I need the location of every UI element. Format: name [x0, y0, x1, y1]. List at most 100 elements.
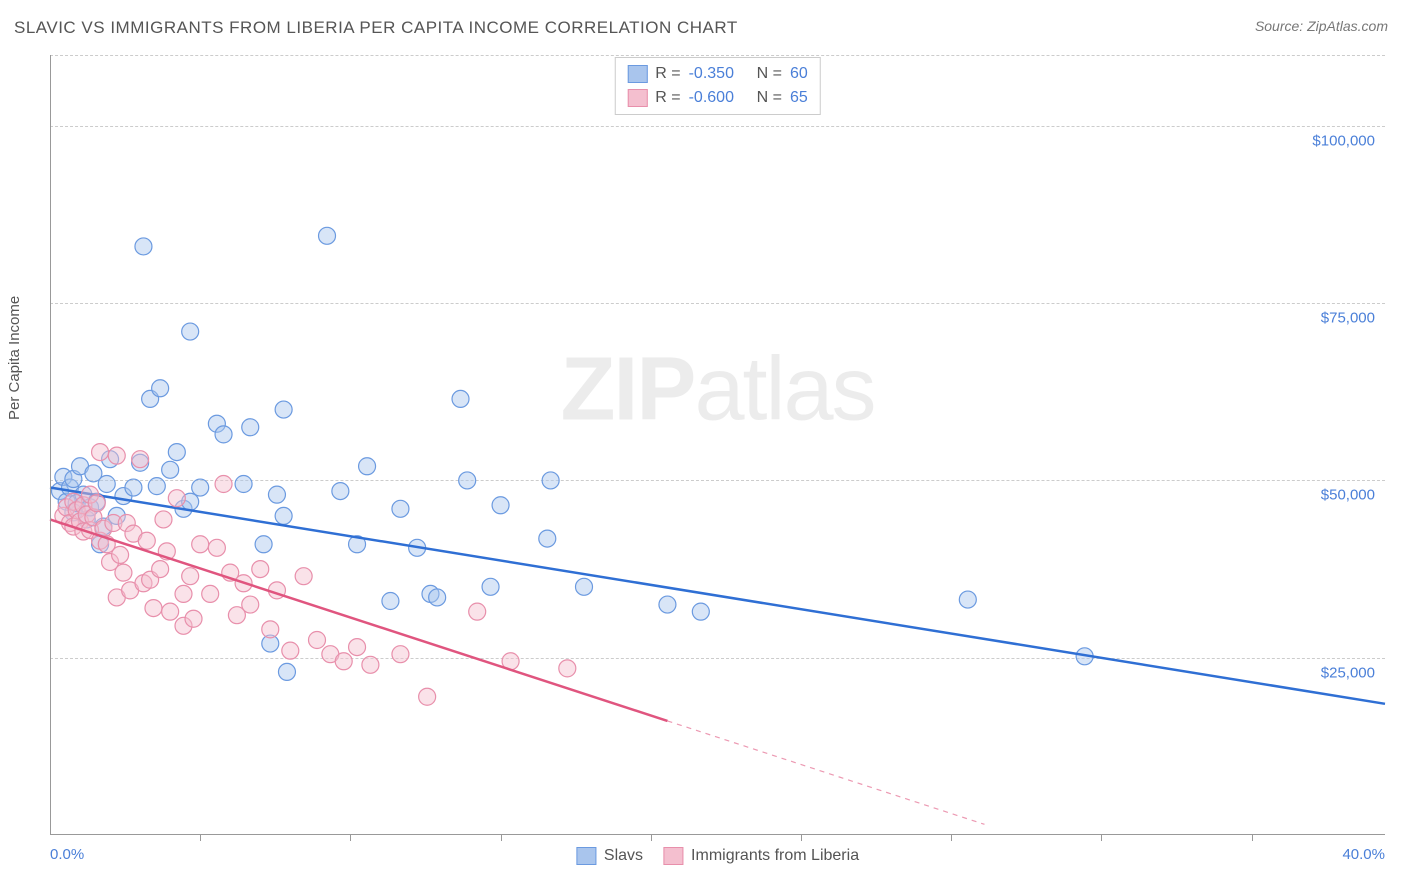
data-point: [125, 479, 142, 496]
r-value: -0.600: [689, 86, 749, 110]
legend-label: Immigrants from Liberia: [691, 847, 859, 865]
data-point: [182, 323, 199, 340]
data-point: [576, 578, 593, 595]
data-point: [242, 419, 259, 436]
data-point: [135, 238, 152, 255]
data-point: [255, 536, 272, 553]
x-tick-mark: [501, 835, 502, 841]
data-point: [145, 600, 162, 617]
y-axis-line: [50, 55, 51, 835]
data-point: [419, 688, 436, 705]
legend-swatch: [663, 847, 683, 865]
series-legend: Slavs Immigrants from Liberia: [576, 847, 859, 865]
data-point: [392, 500, 409, 517]
data-point: [275, 507, 292, 524]
y-tick-label: $50,000: [1321, 487, 1375, 504]
x-tick-mark: [651, 835, 652, 841]
data-point: [88, 495, 105, 512]
x-tick-label: 40.0%: [1342, 846, 1385, 863]
data-point: [542, 472, 559, 489]
chart-title: SLAVIC VS IMMIGRANTS FROM LIBERIA PER CA…: [14, 18, 738, 38]
n-label: N =: [757, 86, 782, 110]
data-point: [252, 561, 269, 578]
data-point: [275, 401, 292, 418]
r-label: R =: [655, 62, 680, 86]
y-axis-label: Per Capita Income: [6, 296, 23, 420]
x-tick-mark: [1101, 835, 1102, 841]
y-tick-label: $100,000: [1312, 132, 1375, 149]
data-point: [192, 536, 209, 553]
data-point: [208, 539, 225, 556]
x-tick-label: 0.0%: [50, 846, 84, 863]
data-point: [282, 642, 299, 659]
data-point: [659, 596, 676, 613]
data-point: [332, 483, 349, 500]
trend-line-dashed: [667, 721, 984, 824]
n-value: 60: [790, 62, 808, 86]
n-label: N =: [757, 62, 782, 86]
data-point: [215, 426, 232, 443]
data-point: [132, 451, 149, 468]
r-label: R =: [655, 86, 680, 110]
plot-area: ZIPatlas R =-0.350N =60R =-0.600N =65 $2…: [50, 55, 1385, 835]
data-point: [392, 646, 409, 663]
data-point: [959, 591, 976, 608]
x-axis-line: [50, 834, 1385, 835]
data-point: [152, 380, 169, 397]
data-point: [469, 603, 486, 620]
data-point: [155, 511, 172, 528]
data-point: [452, 390, 469, 407]
data-point: [182, 568, 199, 585]
x-tick-mark: [1252, 835, 1253, 841]
legend-item: Immigrants from Liberia: [663, 847, 859, 865]
x-tick-mark: [200, 835, 201, 841]
correlation-legend-row: R = -0.600 N = 65: [627, 86, 807, 110]
data-point: [162, 603, 179, 620]
data-point: [359, 458, 376, 475]
correlation-legend-row: R = -0.350 N = 60: [627, 62, 807, 86]
data-point: [162, 461, 179, 478]
data-point: [278, 663, 295, 680]
data-point: [492, 497, 509, 514]
n-value: 65: [790, 86, 808, 110]
data-point: [235, 476, 252, 493]
data-point: [92, 444, 109, 461]
data-point: [185, 610, 202, 627]
data-point: [152, 561, 169, 578]
legend-swatch: [576, 847, 596, 865]
legend-item: Slavs: [576, 847, 643, 865]
x-tick-mark: [801, 835, 802, 841]
data-point: [319, 227, 336, 244]
data-point: [539, 530, 556, 547]
data-point: [692, 603, 709, 620]
data-point: [168, 490, 185, 507]
x-tick-mark: [951, 835, 952, 841]
legend-swatch: [627, 65, 647, 83]
data-point: [459, 472, 476, 489]
x-tick-mark: [350, 835, 351, 841]
scatter-svg: [50, 55, 1385, 835]
correlation-legend: R = -0.350 N = 60 R = -0.600 N = 65: [614, 57, 820, 115]
data-point: [268, 486, 285, 503]
data-point: [262, 621, 279, 638]
r-value: -0.350: [689, 62, 749, 86]
legend-swatch: [627, 89, 647, 107]
data-point: [98, 476, 115, 493]
data-point: [349, 639, 366, 656]
data-point: [382, 593, 399, 610]
data-point: [168, 444, 185, 461]
source-attribution: Source: ZipAtlas.com: [1255, 18, 1388, 34]
data-point: [309, 632, 326, 649]
data-point: [335, 653, 352, 670]
data-point: [115, 564, 132, 581]
y-tick-label: $75,000: [1321, 310, 1375, 327]
data-point: [215, 476, 232, 493]
data-point: [559, 660, 576, 677]
data-point: [112, 546, 129, 563]
data-point: [138, 532, 155, 549]
data-point: [192, 479, 209, 496]
data-point: [202, 585, 219, 602]
data-point: [175, 585, 192, 602]
data-point: [429, 589, 446, 606]
data-point: [362, 656, 379, 673]
